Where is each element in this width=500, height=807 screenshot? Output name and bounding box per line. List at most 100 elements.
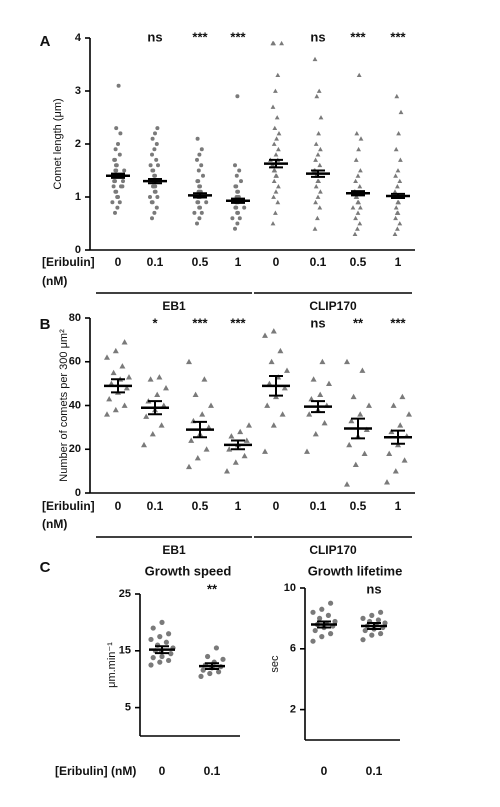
data-point [155, 195, 160, 199]
data-point [318, 115, 324, 120]
data-point [271, 194, 276, 199]
data-point [369, 612, 375, 618]
plot-title: Growth speed [145, 563, 232, 578]
data-point [235, 94, 240, 99]
data-point [394, 93, 400, 99]
data-point [121, 402, 128, 408]
y-tick-label: 1 [75, 191, 81, 203]
data-point [149, 430, 156, 437]
panel-label: B [40, 316, 51, 333]
sem-bar [311, 400, 325, 414]
data-point [113, 147, 118, 152]
data-point [239, 179, 243, 184]
significance: ns [147, 29, 162, 44]
data-point [156, 374, 163, 380]
data-point [359, 367, 366, 373]
data-point [156, 163, 160, 168]
sem-bar [155, 645, 169, 655]
sem-bar [367, 621, 381, 631]
x-tick-label: 0 [273, 255, 280, 269]
sem-bar [351, 417, 365, 440]
data-point [273, 189, 279, 194]
y-tick-label: 3 [75, 85, 81, 97]
data-point [273, 88, 278, 93]
data-point [395, 199, 401, 205]
data-point [271, 178, 277, 184]
data-point [395, 168, 401, 173]
data-point [355, 226, 360, 231]
x-tick-label: 0.1 [204, 764, 221, 778]
x-tick-label: 0.1 [366, 764, 383, 778]
data-point [155, 126, 160, 131]
data-point [401, 457, 408, 463]
data-point [313, 141, 319, 146]
data-point [304, 448, 310, 454]
data-point [166, 657, 172, 664]
data-point [384, 479, 390, 485]
y-tick-label: 15 [119, 645, 131, 657]
data-point [361, 450, 368, 457]
data-point [150, 152, 154, 157]
data-point [276, 131, 282, 136]
x-tick-label: 0.1 [310, 499, 327, 513]
data-point [318, 189, 323, 194]
data-point [354, 131, 360, 136]
y-axis-label: Comet length (μm) [52, 98, 64, 189]
significance: *** [390, 29, 406, 44]
data-point [237, 428, 244, 435]
data-point [319, 606, 325, 612]
data-point [113, 189, 118, 194]
data-point [195, 157, 199, 162]
data-point [312, 430, 319, 437]
data-point [149, 200, 154, 205]
x-tick-label: 1 [395, 255, 402, 269]
data-point [276, 146, 281, 152]
data-point [315, 215, 320, 221]
data-point [378, 609, 384, 615]
data-point [386, 450, 393, 457]
data-point [366, 402, 372, 408]
data-point [195, 200, 200, 205]
x-tick-label: 0 [115, 499, 122, 513]
data-point [188, 437, 195, 443]
data-point [237, 216, 242, 221]
x-tick-label: 1 [235, 499, 242, 513]
x-axis-label: (nM) [42, 274, 67, 288]
data-point [154, 205, 159, 210]
panel-label: C [40, 559, 51, 576]
sem-bar [193, 420, 207, 439]
sem-bar [231, 197, 245, 204]
data-point [228, 433, 235, 439]
data-point [112, 406, 119, 413]
data-point [116, 83, 121, 88]
data-point [274, 136, 279, 141]
data-point [398, 109, 404, 115]
sem-bar [231, 439, 245, 451]
data-point [360, 637, 366, 643]
data-point [195, 136, 200, 141]
data-point [357, 411, 364, 417]
data-point [315, 152, 321, 157]
x-tick-label: 0 [273, 499, 280, 513]
significance: ** [207, 581, 218, 596]
data-point [230, 216, 235, 221]
data-point [310, 376, 317, 382]
data-point [270, 40, 276, 46]
sem-bar [311, 169, 325, 178]
data-point [150, 625, 156, 631]
data-point [279, 411, 286, 417]
data-point [117, 152, 122, 157]
data-point [122, 168, 127, 173]
data-point [119, 363, 126, 369]
data-point [121, 179, 125, 184]
y-tick-label: 5 [125, 702, 131, 714]
data-point [199, 163, 204, 168]
data-point [205, 653, 211, 660]
y-tick-label: 4 [75, 32, 82, 44]
data-point [393, 215, 398, 221]
data-point [150, 216, 154, 221]
data-point [117, 200, 122, 205]
data-point [319, 634, 325, 640]
data-point [356, 146, 361, 152]
